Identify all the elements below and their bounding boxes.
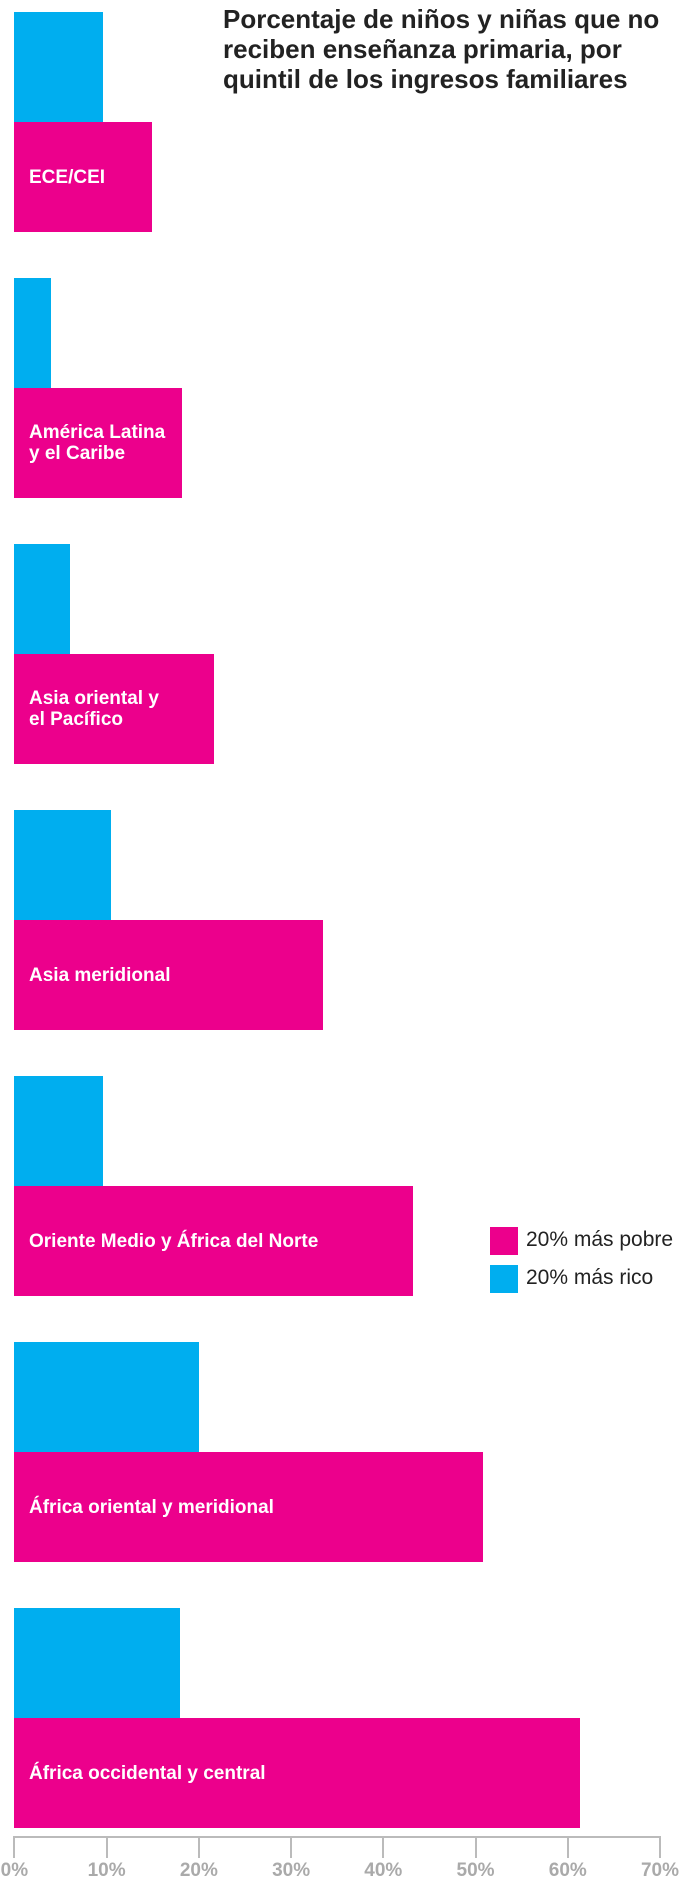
legend-label: 20% más pobre — [526, 1228, 674, 1251]
bar — [14, 1718, 580, 1828]
bar — [14, 1076, 103, 1186]
bar — [14, 388, 183, 498]
bar — [14, 1452, 483, 1562]
category-label: Oriente Medio y África del Norte — [29, 1230, 319, 1252]
x-tick — [659, 1836, 661, 1858]
x-tick-label: 60% — [548, 1860, 587, 1881]
x-tick-label: 10% — [87, 1860, 126, 1881]
bar — [14, 278, 52, 388]
bar — [14, 1608, 181, 1718]
bar — [14, 1342, 199, 1452]
x-tick-label: 20% — [179, 1860, 218, 1881]
category-label: América Latina y el Caribe — [29, 422, 166, 464]
category-label: África occidental y central — [29, 1762, 266, 1784]
bar — [14, 654, 214, 764]
category-label: África oriental y meridional — [29, 1496, 274, 1518]
legend-swatch — [490, 1227, 518, 1255]
legend-swatch — [490, 1265, 518, 1293]
category-label: Asia meridional — [29, 964, 171, 986]
x-tick — [105, 1836, 108, 1858]
x-tick-label: 50% — [456, 1860, 495, 1881]
x-tick — [382, 1836, 385, 1858]
x-tick — [197, 1836, 200, 1858]
x-tick-label: 70% — [640, 1860, 680, 1881]
bar — [14, 12, 103, 122]
x-tick-label: 40% — [364, 1860, 403, 1881]
legend-label: 20% más rico — [526, 1266, 654, 1289]
bar — [14, 544, 70, 654]
x-tick-label: 0% — [0, 1860, 29, 1881]
x-tick — [13, 1836, 16, 1858]
category-label: ECE/CEI — [29, 166, 106, 188]
chart-title: Porcentaje de niños y niñas que no recib… — [223, 4, 660, 94]
x-tick — [474, 1836, 477, 1858]
bar — [14, 810, 112, 920]
bar — [14, 1186, 413, 1296]
x-tick — [290, 1836, 293, 1858]
x-tick-label: 30% — [272, 1860, 311, 1881]
bar — [14, 122, 152, 232]
x-tick — [566, 1836, 569, 1858]
x-axis — [14, 1836, 660, 1838]
category-label: Asia oriental y el Pacífico — [29, 688, 159, 730]
bar — [14, 920, 324, 1030]
